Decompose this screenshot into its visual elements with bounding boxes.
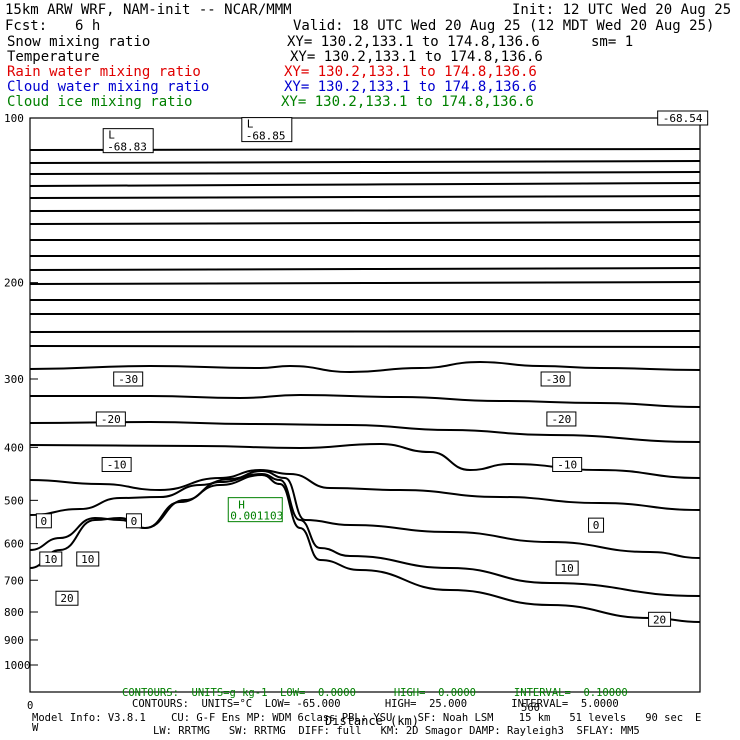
contours-temp-info: CONTOURS: UNITS=°C LOW= -65.000 HIGH= 25… (132, 698, 619, 710)
temperature-contour (29, 472, 701, 597)
field-cloud-ice-xy: XY= 130.2,133.1 to 174.8,136.6 (281, 94, 534, 110)
svg-text:L: L (247, 118, 254, 131)
contour-label: 10 (76, 551, 100, 567)
y-tick-label: 100 (4, 112, 24, 125)
field-cloud-ice-name: Cloud ice mixing ratio (7, 94, 193, 110)
contour-label: L-68.83 (102, 128, 154, 154)
cloud-ice-max-label: H0.001103 (227, 497, 283, 523)
field-snow-smoothing: sm= 1 (591, 34, 634, 50)
svg-text:10: 10 (81, 553, 94, 566)
x-tick-560: 560 (521, 702, 540, 714)
svg-text:-20: -20 (101, 413, 121, 426)
contour-label: 0 (588, 517, 605, 533)
svg-text:-20: -20 (551, 413, 571, 426)
y-tick-label: 900 (4, 634, 24, 647)
model-info-line-2: LW: RRTMG SW: RRTMG DIFF: full KM: 2D Sm… (153, 725, 640, 737)
field-snow-xy: XY= 130.2,133.1 to 174.8,136.6 (287, 34, 540, 50)
contour-label: -10 (101, 457, 132, 473)
y-tick-label: 200 (4, 277, 24, 290)
field-temperature-xy: XY= 130.2,133.1 to 174.8,136.6 (290, 49, 543, 65)
temperature-contour (29, 420, 701, 443)
contour-label: -20 (95, 411, 126, 427)
temperature-contour (29, 267, 701, 271)
field-cloud-water-xy: XY= 130.2,133.1 to 174.8,136.6 (284, 79, 537, 95)
model-title: 15km ARW WRF, NAM-init -- NCAR/MMM (5, 2, 292, 18)
forecast-hours: 6 h (75, 18, 101, 34)
svg-text:-30: -30 (118, 373, 138, 386)
y-tick-label: 400 (4, 441, 24, 454)
svg-text:-68.54: -68.54 (663, 112, 703, 125)
x-tick-0: 0 (27, 700, 34, 712)
svg-text:20: 20 (60, 592, 73, 605)
contour-label: 20 (55, 590, 79, 606)
contours-ice-info: CONTOURS: UNITS=g kg-1 LOW= 0.0000 HIGH=… (122, 687, 628, 699)
plot-frame (29, 117, 701, 693)
valid-time: Valid: 18 UTC Wed 20 Aug 25 (12 MDT Wed … (293, 18, 715, 34)
field-cloud-water-name: Cloud water mixing ratio (7, 79, 210, 95)
svg-text:20: 20 (653, 613, 666, 626)
y-tick-label: 700 (4, 574, 24, 587)
temperature-contour (29, 330, 701, 333)
contour-label: -10 (552, 457, 583, 473)
temperature-contour (29, 360, 701, 374)
svg-text:0: 0 (593, 519, 600, 532)
svg-text:-10: -10 (107, 459, 127, 472)
contour-label: 10 (39, 551, 63, 567)
field-snow-name: Snow mixing ratio (7, 34, 151, 50)
temperature-contour (29, 160, 701, 164)
field-temperature-name: Temperature (7, 49, 100, 65)
y-tick-label: 300 (4, 373, 24, 386)
temperature-contour (29, 195, 701, 199)
contour-label: -30 (540, 371, 571, 387)
svg-text:-10: -10 (557, 459, 577, 472)
svg-text:0.001103: 0.001103 (230, 510, 283, 523)
corner-east: E (695, 712, 702, 724)
svg-text:H: H (238, 499, 245, 512)
contour-label: -68.54 (657, 110, 709, 126)
svg-text:-68.83: -68.83 (107, 141, 147, 154)
y-tick-label: 800 (4, 606, 24, 619)
contour-label: -20 (546, 411, 577, 427)
y-tick-label: 600 (4, 538, 24, 551)
svg-text:-30: -30 (546, 373, 566, 386)
svg-text:-68.85: -68.85 (246, 130, 286, 143)
contour-label: 0 (125, 513, 142, 529)
svg-text:10: 10 (44, 553, 57, 566)
temperature-contour (29, 345, 701, 348)
field-rain-name: Rain water mixing ratio (7, 64, 201, 80)
y-tick-label: 1000 (4, 659, 31, 672)
temperature-contour (29, 171, 701, 175)
svg-text:0: 0 (131, 515, 138, 528)
svg-text:0: 0 (41, 515, 48, 528)
contour-label: 20 (648, 611, 672, 627)
contour-label: L-68.85 (241, 117, 293, 143)
x-axis-label: Distance (km) (325, 714, 419, 728)
model-info-line-1: Model Info: V3.8.1 CU: G-F Ens MP: WDM 6… (32, 712, 684, 724)
y-tick-label: 500 (4, 494, 24, 507)
svg-text:10: 10 (561, 562, 574, 575)
field-rain-xy: XY= 130.2,133.1 to 174.8,136.6 (284, 64, 537, 80)
temperature-contour (29, 393, 701, 408)
init-time: Init: 12 UTC Wed 20 Aug 25 (512, 2, 732, 18)
forecast-label: Fcst: (5, 18, 48, 34)
temperature-contour (29, 468, 701, 511)
temperature-contour (29, 209, 701, 212)
temperature-contour (29, 469, 701, 559)
temperature-contour (29, 281, 701, 285)
temperature-contour (29, 182, 701, 187)
temperature-contour (29, 473, 701, 623)
svg-text:L: L (108, 129, 115, 142)
corner-west: W (32, 722, 39, 734)
temperature-contour (29, 221, 701, 225)
contour-label: -30 (113, 371, 144, 387)
contour-label: 0 (35, 513, 52, 529)
contour-label: 10 (555, 560, 579, 576)
